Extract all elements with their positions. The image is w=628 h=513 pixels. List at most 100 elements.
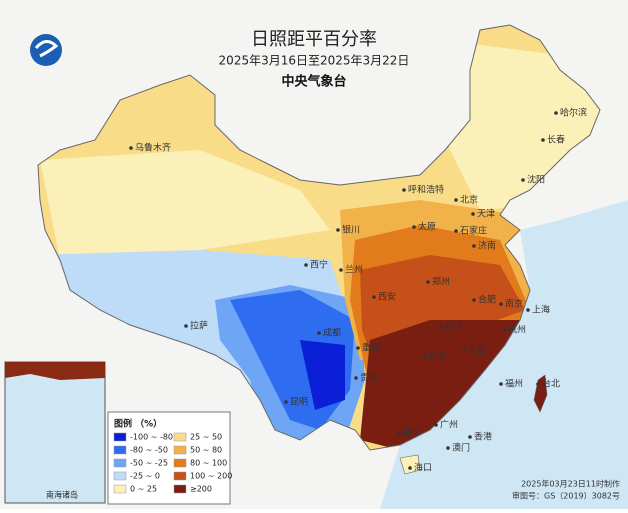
city-dot bbox=[526, 308, 530, 312]
city-dot bbox=[426, 280, 430, 284]
legend-label: 50 ~ 80 bbox=[190, 446, 222, 455]
legend-swatch bbox=[113, 484, 127, 494]
city-dot bbox=[339, 268, 343, 272]
city-label: 石家庄 bbox=[460, 225, 487, 237]
legend-swatch bbox=[113, 471, 127, 481]
sea bbox=[380, 200, 628, 509]
region bbox=[300, 340, 345, 410]
city-dot bbox=[304, 263, 308, 267]
city-label: 哈尔滨 bbox=[560, 107, 587, 119]
city-label: 香港 bbox=[474, 431, 492, 443]
city-dot bbox=[454, 198, 458, 202]
city-dot bbox=[471, 212, 475, 216]
city-label: 天津 bbox=[477, 209, 495, 220]
region bbox=[360, 320, 520, 450]
city-label: 长沙 bbox=[428, 351, 446, 363]
city-label: 成都 bbox=[323, 327, 341, 339]
city-dot bbox=[372, 295, 376, 299]
city-label: 北京 bbox=[460, 194, 478, 206]
city-dot bbox=[499, 382, 503, 386]
legend-swatch bbox=[113, 458, 127, 468]
city-label: 银川 bbox=[342, 224, 360, 236]
city-label: 南昌 bbox=[468, 344, 486, 356]
city-dot bbox=[462, 348, 466, 352]
legend-label: 80 ~ 100 bbox=[190, 459, 227, 468]
legend-label: 100 ~ 200 bbox=[190, 472, 232, 481]
city-label: 长春 bbox=[547, 134, 565, 146]
city-dot bbox=[541, 138, 545, 142]
legend-label: -25 ~ 0 bbox=[130, 472, 160, 481]
city-label: 南京 bbox=[505, 298, 523, 310]
city-dot bbox=[356, 346, 360, 350]
city-dot bbox=[499, 302, 503, 306]
city-label: 合肥 bbox=[478, 294, 496, 306]
city-label: 台北 bbox=[542, 378, 560, 390]
legend-title: 图例 （%） bbox=[114, 418, 162, 430]
city-dot bbox=[422, 355, 426, 359]
city-label: 太原 bbox=[418, 221, 436, 233]
city-dot bbox=[472, 298, 476, 302]
city-label: 拉萨 bbox=[190, 320, 208, 332]
agency: 中央气象台 bbox=[281, 74, 346, 90]
legend-swatch bbox=[173, 471, 187, 481]
border bbox=[37, 24, 601, 451]
city-label: 济南 bbox=[478, 240, 496, 252]
city-label: 海口 bbox=[414, 462, 432, 474]
city-dot bbox=[184, 324, 188, 328]
legend-swatch bbox=[173, 458, 187, 468]
city-label: 广州 bbox=[440, 419, 458, 431]
logo-mark bbox=[34, 40, 59, 58]
city-dot bbox=[434, 423, 438, 427]
city-label: 兰州 bbox=[345, 264, 363, 276]
city-dot bbox=[284, 400, 288, 404]
legend-swatch bbox=[173, 432, 187, 442]
city-dot bbox=[502, 328, 506, 332]
city-label: 西宁 bbox=[310, 259, 328, 271]
city-label: 乌鲁木齐 bbox=[135, 142, 171, 154]
city-dot bbox=[402, 188, 406, 192]
legend-swatch bbox=[113, 432, 127, 442]
city-dot bbox=[446, 446, 450, 450]
city-dot bbox=[354, 376, 358, 380]
city-dot bbox=[521, 178, 525, 182]
city-label: 重庆 bbox=[362, 342, 380, 354]
city-dot bbox=[554, 111, 558, 115]
inset bbox=[4, 361, 106, 504]
subtitle: 2025年3月16日至2025年3月22日 bbox=[219, 54, 410, 68]
city-label: 上海 bbox=[532, 304, 550, 316]
logo bbox=[30, 34, 62, 66]
city-label: 郑州 bbox=[432, 276, 450, 288]
legend-label: 0 ~ 25 bbox=[130, 485, 157, 494]
legend-label: -100 ~ -80 bbox=[130, 433, 173, 442]
title: 日照距平百分率 bbox=[251, 29, 377, 50]
city-label: 南宁 bbox=[403, 427, 421, 439]
legend bbox=[107, 411, 231, 505]
city-dot bbox=[454, 229, 458, 233]
inset-land bbox=[5, 362, 105, 380]
legend-items: -100 ~ -80 -80 ~ -50 -50 ~ -25 -25 ~ 0 0 ~ 2… bbox=[113, 432, 232, 494]
city-dot bbox=[439, 324, 443, 328]
city-label: 澳门 bbox=[452, 442, 470, 454]
city-label: 呼和浩特 bbox=[408, 184, 444, 196]
city-dot bbox=[397, 431, 401, 435]
footer-approval: 审图号：GS（2019）3082号 bbox=[512, 491, 620, 501]
city-dot bbox=[336, 228, 340, 232]
city-label: 贵阳 bbox=[360, 372, 378, 384]
city-dot bbox=[129, 146, 133, 150]
region bbox=[40, 150, 330, 260]
city-dot bbox=[317, 331, 321, 335]
city-dot bbox=[472, 244, 476, 248]
legend-label: -80 ~ -50 bbox=[130, 446, 168, 455]
legend-swatch bbox=[113, 445, 127, 455]
city-label: 武汉 bbox=[445, 320, 463, 332]
hainan bbox=[399, 454, 421, 475]
city-label: 福州 bbox=[505, 378, 523, 390]
legend-label: 25 ~ 50 bbox=[190, 433, 222, 442]
city-label: 杭州 bbox=[508, 324, 526, 336]
city-dot bbox=[468, 435, 472, 439]
legend-swatch bbox=[173, 484, 187, 494]
city-label: 西安 bbox=[378, 291, 396, 303]
city-dot bbox=[408, 466, 412, 470]
city-dot bbox=[412, 225, 416, 229]
